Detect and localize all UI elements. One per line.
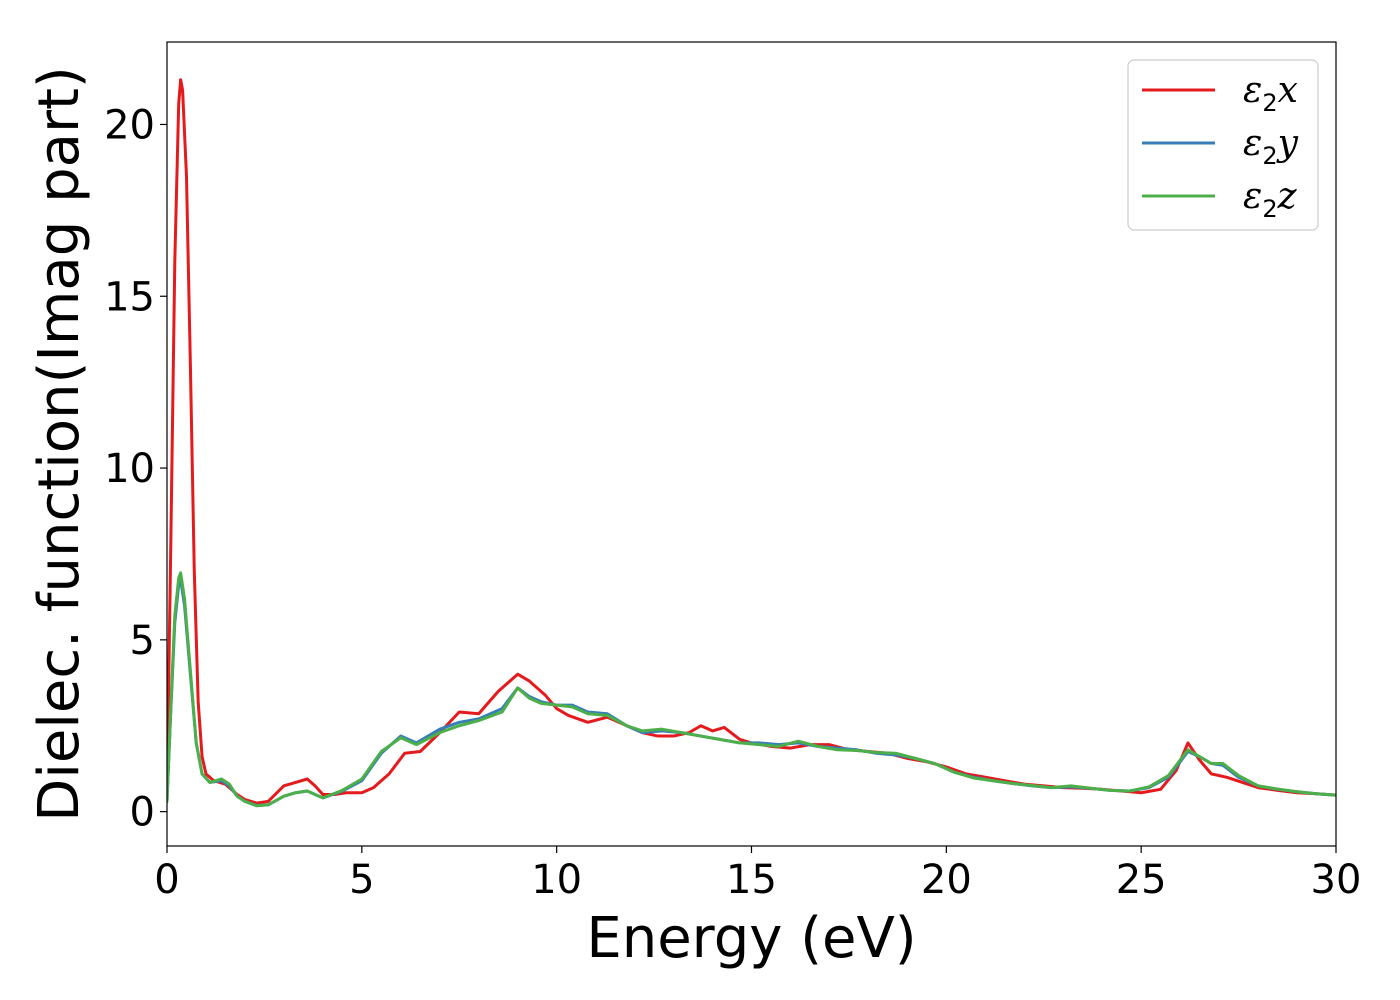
- legend-symbol: ε: [1243, 176, 1262, 217]
- x-tick-label: 30: [1311, 857, 1362, 903]
- legend-label-x: ε2x: [1243, 70, 1298, 117]
- legend-box: [1127, 59, 1319, 231]
- x-axis-label: Energy (eV): [586, 906, 916, 971]
- legend-variable: z: [1277, 176, 1298, 217]
- legend-subscript: 2: [1262, 89, 1277, 117]
- y-axis-label: Dielec. function(Imag part): [27, 66, 92, 822]
- x-tick-label: 10: [531, 857, 582, 903]
- y-tick-label: 5: [130, 618, 155, 664]
- legend-subscript: 2: [1262, 142, 1277, 170]
- y-tick-label: 20: [104, 102, 155, 148]
- x-tick-label: 5: [349, 857, 374, 903]
- x-tick-label: 15: [726, 857, 777, 903]
- x-tick-label: 20: [921, 857, 972, 903]
- legend-variable: y: [1276, 123, 1299, 164]
- y-tick-label: 0: [130, 790, 155, 836]
- legend-subscript: 2: [1262, 195, 1277, 223]
- y-axis-ticks: 0 5 10 15 20: [104, 102, 167, 836]
- legend-label-y: ε2y: [1243, 123, 1299, 170]
- x-tick-label: 0: [154, 857, 179, 903]
- x-tick-label: 25: [1116, 857, 1167, 903]
- series-line-z: [167, 571, 1336, 808]
- legend-variable: x: [1278, 70, 1298, 111]
- legend-symbol: ε: [1243, 123, 1262, 164]
- y-tick-label: 15: [104, 274, 155, 320]
- legend-symbol: ε: [1243, 70, 1262, 111]
- y-tick-label: 10: [104, 446, 155, 492]
- legend-label-z: ε2z: [1243, 176, 1298, 223]
- plot-lines: [167, 78, 1336, 808]
- x-axis-ticks: 0 5 10 15 20 25 30: [154, 846, 1361, 903]
